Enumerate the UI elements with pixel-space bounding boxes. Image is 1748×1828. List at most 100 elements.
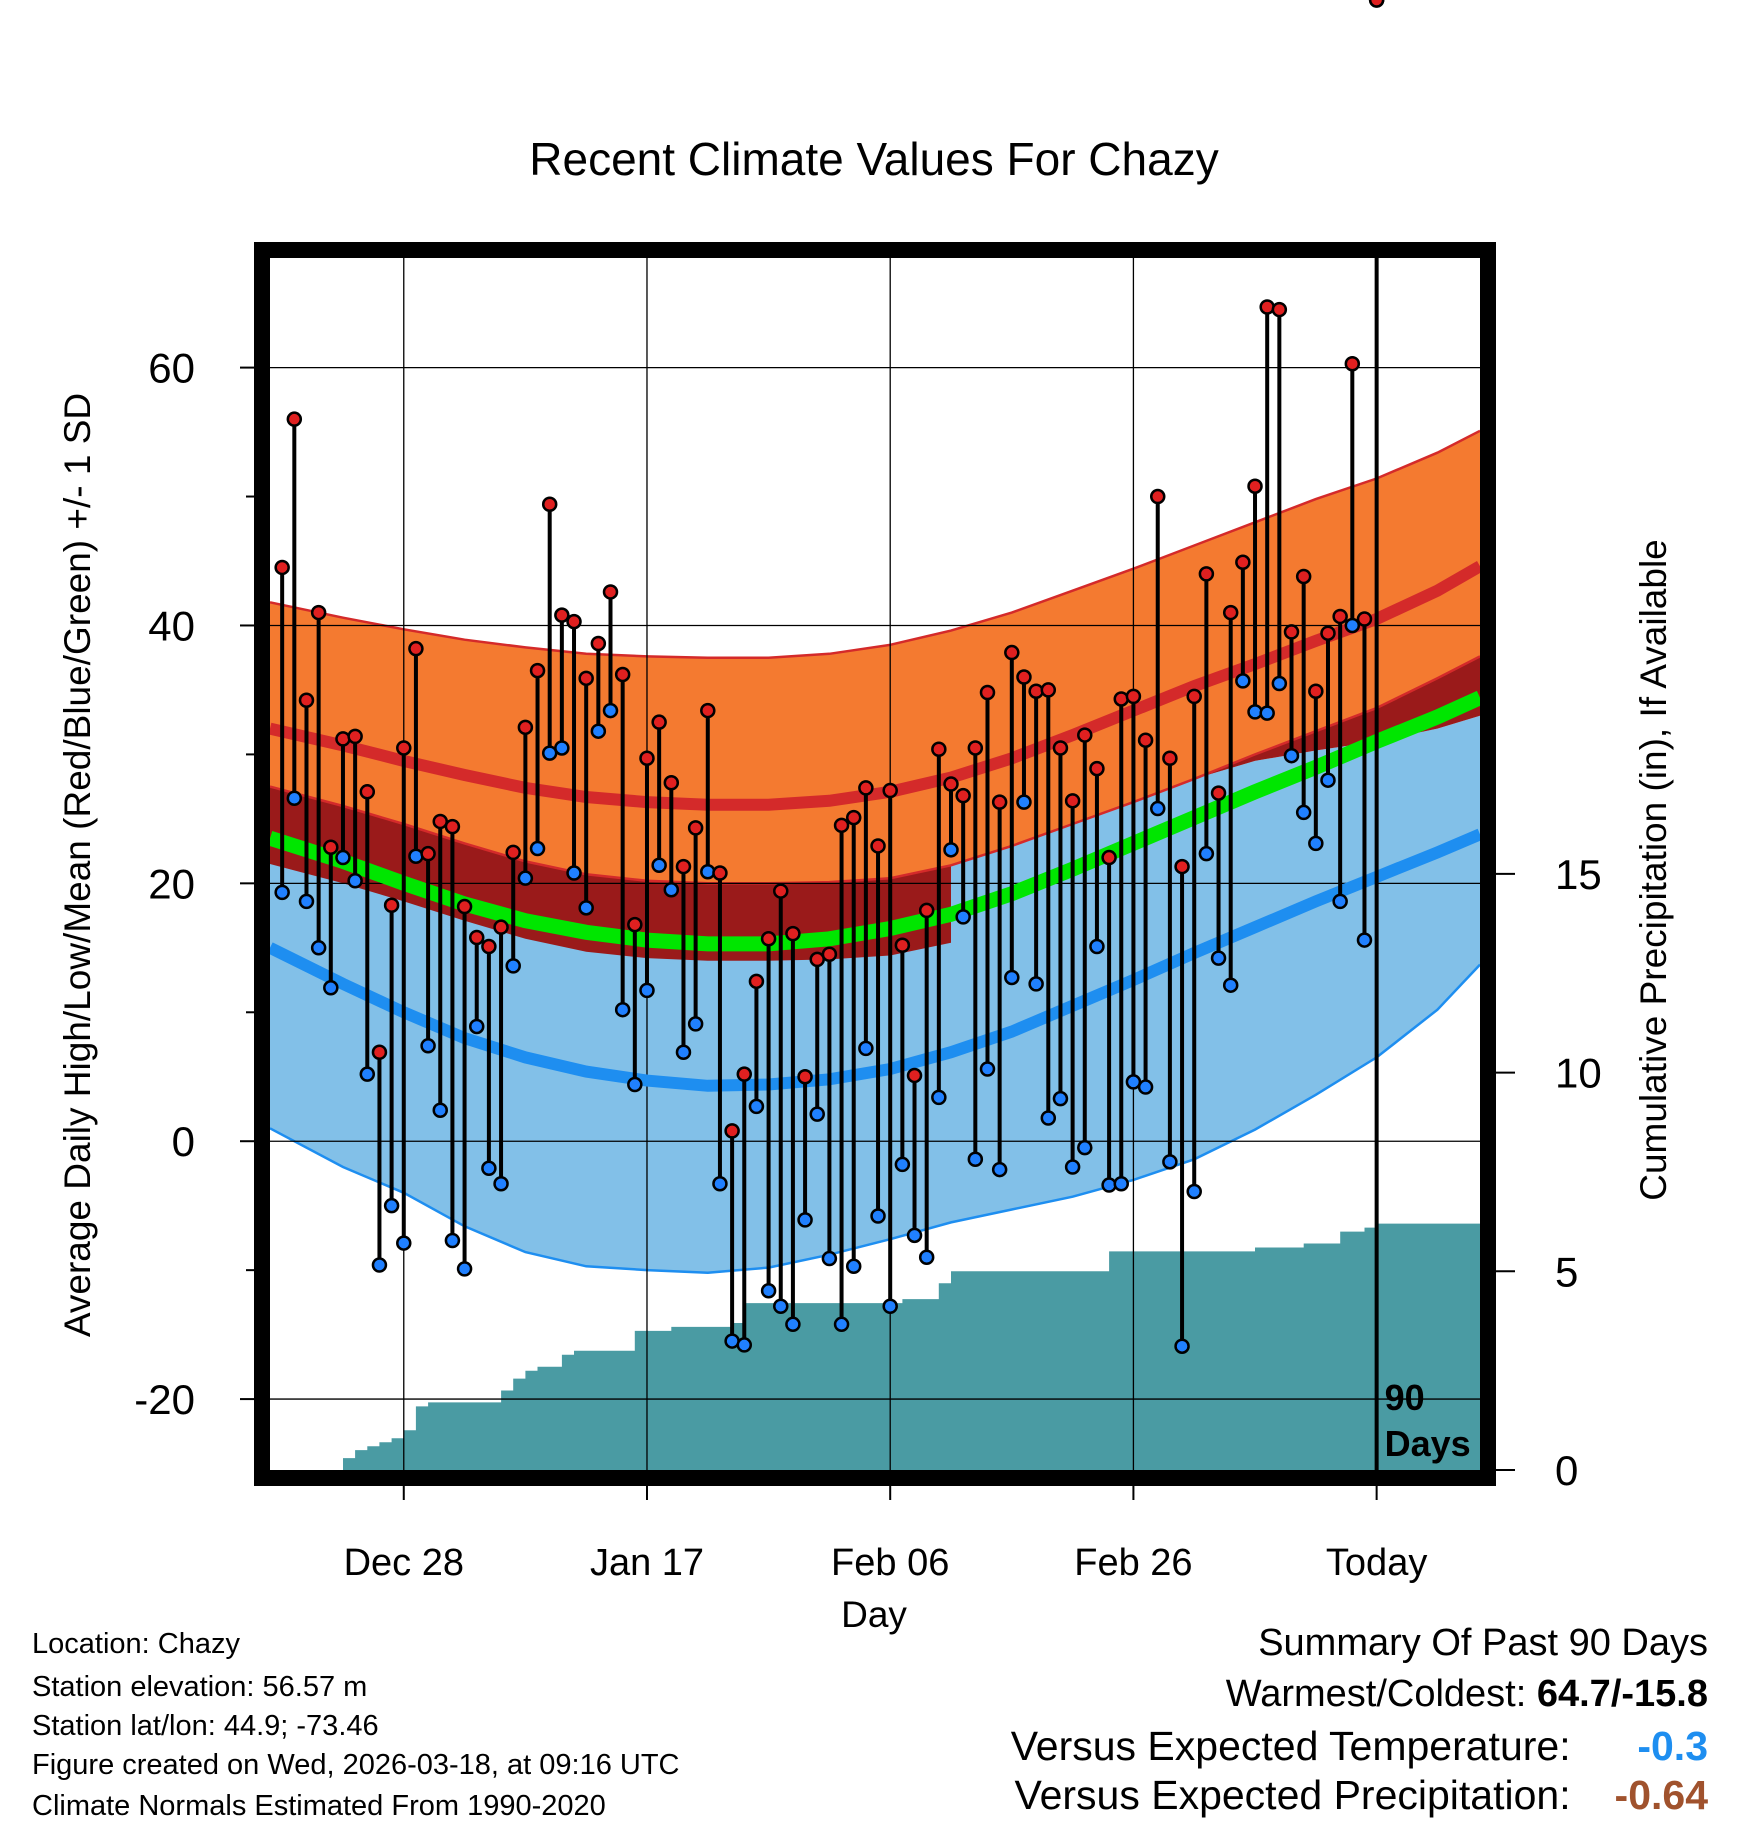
daily-low-dot [748,1098,765,1115]
daily-high-dot [833,817,850,834]
daily-low-dot [955,909,971,925]
y2-tick-label: 0 [1555,1447,1578,1494]
daily-high-dot [797,1068,813,1085]
station-location: Location: Chazy [32,1628,240,1660]
summary-heading: Summary Of Past 90 Days [1258,1622,1708,1664]
daily-high-dot [420,845,436,862]
daily-high-dot [1101,849,1117,866]
y-tick-label: 20 [148,860,195,907]
daily-high-dot [700,702,716,719]
y-axis-label: Average Daily High/Low/Mean (Red/Blue/Gr… [57,393,98,1337]
daily-high-dot [505,844,521,861]
daily-high-dot [383,897,400,914]
daily-high-dot [979,684,996,701]
summary-temp-row: Versus Expected Temperature: -0.3 [1011,1723,1708,1770]
daily-high-dot [955,787,971,804]
daily-low-dot [1089,938,1105,955]
daily-high-dot [821,946,838,963]
y-tick-label: 60 [148,345,195,392]
daily-high-dot [687,820,704,836]
daily-low-dot [590,723,607,739]
climate-normals-period: Climate Normals Estimated From 1990-2020 [32,1790,606,1822]
daily-low-dot [529,840,546,857]
daily-low-dot [298,893,315,910]
low-sd-band [270,715,1480,1273]
daily-high-dot [639,750,655,767]
station-elevation: Station elevation: 56.57 m [32,1671,368,1703]
daily-high-dot [1344,355,1361,372]
y2-axis-label: Cumulative Precipitation (in), If Availa… [1633,539,1674,1201]
daily-low-dot [1077,1139,1093,1156]
daily-dots [274,0,1385,1354]
daily-low-dot [712,1176,728,1192]
daily-high-dot [396,740,412,756]
daily-high-dot [529,662,546,679]
daily-high-dot [918,902,935,919]
daily-stems [280,306,1367,1347]
daily-high-dot [1149,488,1166,505]
daily-low-dot [1210,950,1227,966]
daily-high-dot [1320,625,1336,641]
daily-low-dot [614,1001,631,1018]
daily-high-dot [736,1066,753,1082]
daily-low-dot [396,1235,412,1251]
plot-border [254,242,1496,1486]
warmest-coldest-label: Warmest/Coldest: [1225,1673,1537,1715]
daily-high-dot [991,794,1008,810]
daily-high-dot [566,613,582,630]
daily-low-dot [760,1283,777,1299]
precip-area [270,1211,1480,1470]
daily-low-dot [1356,932,1373,948]
y2-tick-label: 15 [1555,851,1602,898]
daily-low-dot [359,1066,376,1082]
daily-low-dot [493,1176,509,1192]
daily-low-dot [858,1040,874,1057]
daily-low-dot [943,842,959,858]
daily-high-dot [1016,669,1032,685]
daily-high-dot [1356,611,1373,627]
daily-high-dot [627,916,643,933]
daily-high-dot [1004,644,1020,661]
daily-low-dot [420,1038,436,1054]
daily-low-dot [323,980,339,996]
daily-low-dot [821,1250,838,1267]
daily-low-dot [1113,1176,1130,1192]
temp-vs-expected-label: Versus Expected Temperature: [1010,1723,1571,1769]
today-marker-label: 90 [1385,1377,1425,1418]
daily-high-dot [1125,688,1142,705]
daily-low-dot [1222,977,1239,993]
daily-low-dot [967,1151,984,1168]
daily-high-dot [602,584,619,600]
daily-high-dot [335,731,351,747]
daily-high-dot [1308,683,1324,699]
plot-frame: 90 Days [254,242,1496,1486]
daily-high-dot [1064,793,1081,809]
daily-high-dot [1259,299,1275,315]
temp-vs-expected-value: -0.3 [1637,1723,1708,1769]
daily-high-dot [870,838,886,854]
daily-high-dot [943,776,959,792]
daily-high-dot [906,1067,923,1084]
daily-low-dot [736,1337,753,1353]
daily-high-dot [1332,608,1348,625]
daily-high-dot [1368,0,1385,8]
daily-high-dot [1137,732,1154,748]
daily-high-dot [408,640,424,657]
daily-high-dot [1222,604,1239,621]
daily-low-dot [1004,969,1020,986]
daily-high-dot [1052,740,1069,756]
daily-high-dot [286,411,303,427]
daily-low-dot [979,1061,996,1077]
daily-high-dot [323,839,339,855]
daily-high-dot [541,496,558,513]
daily-high-dot [1162,750,1178,767]
x-tick-label: Jan 17 [590,1542,704,1584]
daily-high-dot [748,973,765,990]
daily-high-dot [1295,568,1312,585]
daily-high-dot [456,898,473,915]
daily-low-dot [675,1044,692,1060]
daily-high-dot [310,604,327,621]
daily-low-dot [481,1160,497,1177]
daily-low-dot [639,982,655,999]
